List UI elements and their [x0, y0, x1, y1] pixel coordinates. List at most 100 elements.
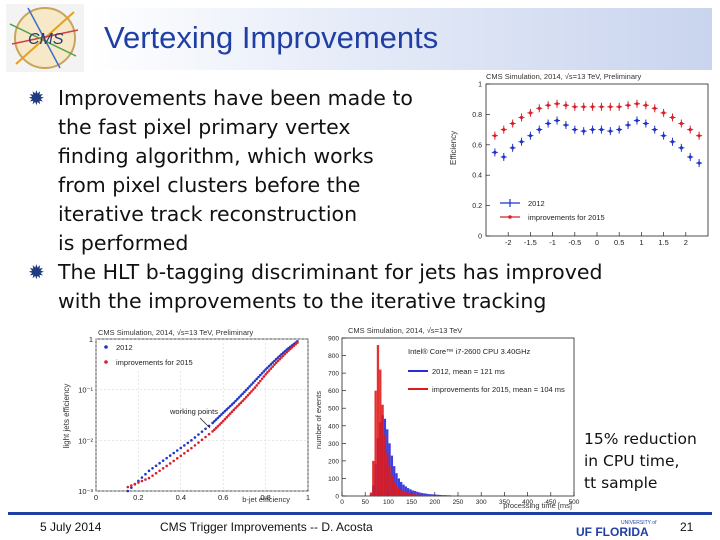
- plot2-point: [248, 385, 251, 388]
- plot2-point: [147, 476, 151, 480]
- plot2-point: [197, 441, 200, 444]
- plot2-point: [271, 361, 274, 364]
- plot1-point: [590, 128, 595, 132]
- plot2-point: [186, 441, 190, 445]
- btag-roc-plot: CMS Simulation, 2014, √s=13 TeV, Prelimi…: [60, 326, 315, 504]
- plot2-point: [232, 408, 236, 412]
- plot2-point: [269, 367, 273, 370]
- plot2-ylabel: light jets efficiency: [62, 384, 71, 449]
- plot3-bar: [400, 489, 403, 496]
- plot2-point: [130, 484, 133, 487]
- plot2-point: [281, 354, 285, 357]
- plot3-xtick-label: 450: [545, 499, 556, 506]
- plot1-xtick-label: -1.5: [524, 238, 537, 247]
- plot2-point: [241, 392, 244, 396]
- plot3-bar: [397, 478, 400, 496]
- plot3-bar: [395, 485, 398, 496]
- plot2-point: [278, 357, 282, 361]
- plot3-ytick-label: 700: [328, 371, 339, 378]
- plot2-point: [220, 421, 223, 425]
- plot2-point: [216, 416, 220, 420]
- plot3-xtick-label: 400: [522, 499, 533, 506]
- plot2-header: CMS Simulation, 2014, √s=13 TeV, Prelimi…: [98, 328, 253, 337]
- plot2-point: [193, 444, 197, 447]
- plot1-xtick-label: 2: [684, 238, 688, 247]
- plot1-point: [697, 161, 701, 165]
- plot3-ytick-label: 800: [328, 353, 339, 360]
- plot2-point: [161, 467, 165, 470]
- plot2-point: [251, 381, 255, 384]
- plot2-legend-2015: improvements for 2015: [116, 358, 193, 367]
- plot1-point: [617, 128, 621, 132]
- plot2-point: [278, 354, 282, 358]
- plot1-point: [573, 128, 577, 132]
- plot3-ytick-label: 100: [328, 476, 339, 483]
- plot2-point: [250, 390, 253, 393]
- plot3-legend-title: Intel® Core™ i7-2600 CPU 3.40GHz: [408, 347, 530, 356]
- plot3-bar: [430, 494, 433, 496]
- plot1-ytick-label: 0: [478, 234, 482, 241]
- plot2-point: [251, 388, 255, 391]
- plot3-bar: [402, 484, 405, 496]
- plot1-xtick-label: 0.5: [614, 238, 624, 247]
- plot1-point: [519, 115, 524, 120]
- plot2-xtick-label: 0.2: [133, 493, 143, 502]
- plot2-ytick-label: 10⁻²: [78, 436, 93, 445]
- plot2-point: [204, 427, 207, 431]
- plot2-point: [237, 396, 241, 399]
- plot3-xtick-label: 300: [476, 499, 487, 506]
- plot1-point: [662, 111, 666, 115]
- bullet-btagging: ✹ The HLT b-tagging discriminant for jet…: [28, 260, 603, 313]
- plot2-point: [287, 349, 290, 352]
- plot3-ytick-label: 500: [328, 406, 339, 413]
- plot3-bar: [441, 495, 445, 496]
- plot2-point: [239, 401, 243, 405]
- plot2-point: [213, 428, 216, 431]
- plot1-point: [608, 129, 612, 133]
- plot2-point: [211, 430, 214, 433]
- bullet-star-icon: ✹: [28, 260, 45, 284]
- plot3-bar: [393, 466, 396, 496]
- plot1-point: [599, 105, 604, 109]
- plot1-point: [546, 121, 550, 126]
- plot1-point: [599, 128, 604, 132]
- plot2-point: [283, 352, 287, 356]
- plot1-point: [653, 106, 657, 110]
- plot2-point: [183, 444, 186, 447]
- plot2-point: [223, 417, 227, 421]
- plot1-point: [537, 128, 541, 132]
- plot1-legend-2015: improvements for 2015: [528, 213, 605, 222]
- plot1-point: [511, 146, 515, 150]
- plot1-point: [537, 106, 541, 110]
- plot2-point: [239, 394, 243, 397]
- plot1-xtick-label: -2: [505, 238, 512, 247]
- plot3-bar: [425, 493, 428, 496]
- plot1-point: [644, 121, 648, 126]
- plot2-annotation: working points: [169, 407, 218, 416]
- plot2-point: [200, 438, 204, 442]
- plot2-point: [269, 363, 273, 366]
- plot1-point: [582, 105, 586, 109]
- plot2-point: [216, 424, 220, 428]
- plot3-bar: [439, 494, 442, 496]
- plot2-point: [151, 474, 154, 477]
- plot3-bar: [446, 495, 449, 496]
- plot2-point: [168, 462, 172, 465]
- plot2-point: [276, 356, 280, 359]
- plot2-point: [273, 363, 276, 366]
- plot3-xtick-label: 200: [429, 499, 440, 506]
- plot2-point: [130, 486, 133, 489]
- plot1-point: [502, 155, 506, 159]
- plot1-ytick-label: 0.8: [472, 112, 482, 119]
- plot2-xtick-label: 0.6: [218, 493, 228, 502]
- plot3-bar: [381, 404, 384, 496]
- plot1-ytick-label: 0.2: [472, 203, 482, 210]
- plot2-xtick-label: 0.8: [260, 493, 270, 502]
- plot3-xtick-label: 350: [499, 499, 510, 506]
- plot1-point: [679, 146, 683, 150]
- plot2-point: [175, 449, 179, 452]
- plot3-xtick-label: 250: [453, 499, 464, 506]
- plot2-point: [144, 478, 147, 481]
- plot2-point: [207, 432, 211, 436]
- plot1-point: [626, 103, 630, 107]
